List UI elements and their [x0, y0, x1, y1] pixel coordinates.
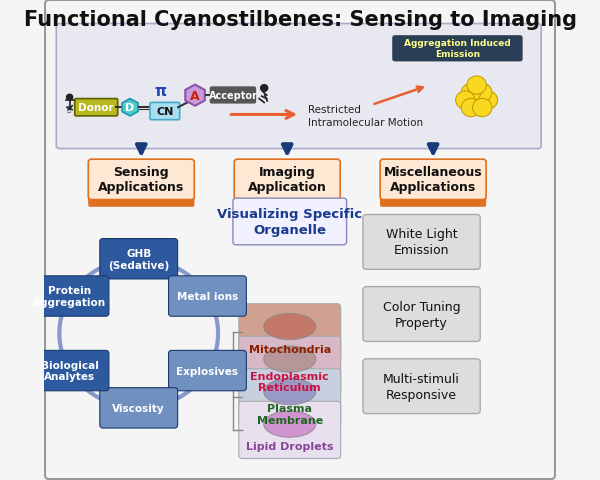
Circle shape [478, 92, 497, 110]
FancyBboxPatch shape [380, 164, 486, 204]
Text: Metal ions: Metal ions [177, 291, 238, 301]
FancyBboxPatch shape [234, 164, 340, 204]
FancyBboxPatch shape [211, 88, 256, 104]
FancyBboxPatch shape [239, 304, 341, 361]
Text: Acceptor: Acceptor [208, 91, 257, 101]
FancyBboxPatch shape [363, 215, 480, 270]
FancyBboxPatch shape [88, 160, 194, 200]
FancyBboxPatch shape [363, 359, 480, 414]
Text: Sensing
Applications: Sensing Applications [98, 166, 184, 194]
Text: Mitochondria: Mitochondria [248, 344, 331, 354]
Ellipse shape [264, 314, 316, 340]
FancyBboxPatch shape [233, 199, 347, 245]
FancyBboxPatch shape [88, 164, 194, 204]
Text: ⬛: ⬛ [67, 105, 71, 111]
FancyBboxPatch shape [31, 350, 109, 391]
Text: Imaging
Application: Imaging Application [248, 166, 326, 194]
Text: Color Tuning
Property: Color Tuning Property [383, 300, 460, 329]
Text: Visualizing Specific
Organelle: Visualizing Specific Organelle [217, 207, 362, 237]
Text: Multi-stimuli
Responsive: Multi-stimuli Responsive [383, 372, 460, 401]
Text: Plasma
Membrane: Plasma Membrane [257, 403, 323, 425]
Circle shape [467, 92, 487, 110]
Text: π: π [155, 84, 167, 99]
FancyBboxPatch shape [88, 164, 194, 207]
Text: GHB
(Sedative): GHB (Sedative) [108, 249, 169, 270]
Ellipse shape [264, 411, 316, 437]
FancyBboxPatch shape [169, 276, 247, 317]
Circle shape [67, 95, 73, 101]
FancyBboxPatch shape [75, 99, 118, 117]
Circle shape [461, 99, 481, 118]
FancyBboxPatch shape [363, 287, 480, 342]
FancyBboxPatch shape [56, 24, 541, 149]
Text: Biological
Analytes: Biological Analytes [41, 360, 99, 382]
Text: Viscosity: Viscosity [112, 403, 165, 413]
Circle shape [473, 84, 492, 102]
Circle shape [260, 85, 268, 92]
Text: Protein
Aggregation: Protein Aggregation [34, 286, 107, 307]
Text: Lipid Droplets: Lipid Droplets [246, 442, 334, 452]
Ellipse shape [264, 379, 316, 405]
FancyBboxPatch shape [380, 160, 486, 200]
FancyBboxPatch shape [380, 164, 486, 207]
Text: D: D [125, 103, 134, 113]
Ellipse shape [264, 346, 316, 372]
Text: Aggregation Induced
Emission: Aggregation Induced Emission [404, 39, 511, 59]
FancyBboxPatch shape [45, 1, 555, 479]
Circle shape [467, 77, 487, 95]
Text: Restricted
Intramolecular Motion: Restricted Intramolecular Motion [308, 105, 423, 128]
FancyBboxPatch shape [31, 276, 109, 317]
FancyBboxPatch shape [239, 369, 341, 426]
Text: Endoplasmic
Reticulum: Endoplasmic Reticulum [250, 371, 329, 393]
Text: CN: CN [156, 107, 173, 117]
Text: Donor: Donor [79, 103, 114, 113]
Circle shape [473, 99, 492, 118]
Text: Functional Cyanostilbenes: Sensing to Imaging: Functional Cyanostilbenes: Sensing to Im… [23, 10, 577, 30]
Text: Explosives: Explosives [176, 366, 238, 376]
Polygon shape [185, 85, 205, 107]
FancyBboxPatch shape [239, 401, 341, 458]
FancyBboxPatch shape [234, 160, 340, 200]
FancyBboxPatch shape [392, 36, 522, 62]
Polygon shape [122, 99, 138, 117]
Text: Miscellaneous
Applications: Miscellaneous Applications [384, 166, 482, 194]
Circle shape [461, 84, 481, 102]
FancyBboxPatch shape [169, 351, 247, 391]
FancyBboxPatch shape [234, 164, 340, 207]
Text: A: A [190, 89, 200, 103]
Text: White Light
Emission: White Light Emission [386, 228, 457, 257]
FancyBboxPatch shape [100, 239, 178, 279]
FancyBboxPatch shape [150, 103, 179, 120]
FancyBboxPatch shape [239, 336, 341, 394]
FancyBboxPatch shape [100, 388, 178, 428]
Circle shape [455, 92, 475, 110]
